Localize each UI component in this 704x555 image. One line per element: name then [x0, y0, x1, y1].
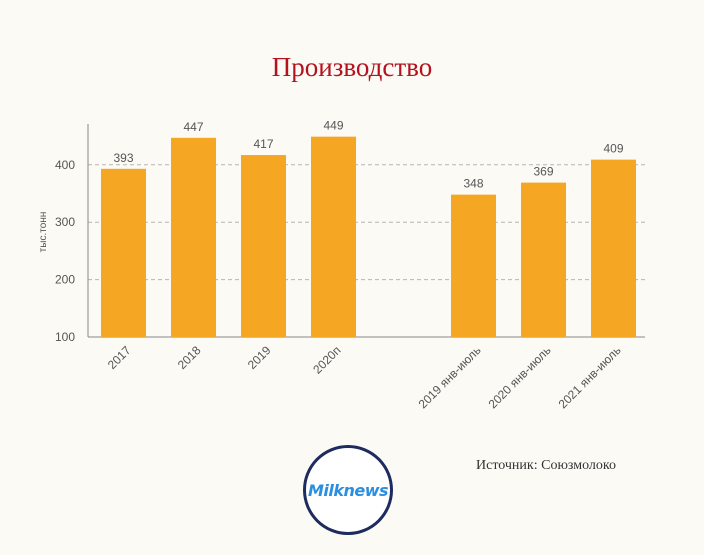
y-tick-label: 100: [55, 330, 75, 344]
x-tick-label: 2020п: [310, 343, 343, 376]
y-axis-label: тыс.тонн: [38, 212, 49, 253]
data-label: 369: [533, 165, 553, 179]
bar-0: [101, 168, 146, 337]
bar-5: [521, 182, 566, 337]
data-label: 393: [113, 151, 133, 165]
bar-4: [451, 194, 496, 337]
x-tick-label: 2019: [245, 343, 274, 372]
x-tick-label: 2019 янв-июль: [416, 343, 484, 411]
data-label: 409: [603, 142, 623, 156]
bar-1: [171, 137, 216, 337]
x-tick-label: 2018: [175, 343, 204, 372]
bar-6: [591, 159, 636, 337]
bars: [101, 136, 636, 337]
data-label: 449: [323, 119, 343, 133]
x-tick-label: 2020 янв-июль: [486, 343, 554, 411]
y-tick-label: 300: [55, 215, 75, 229]
data-label: 417: [253, 137, 273, 151]
bar-3: [311, 136, 356, 337]
x-tick-label: 2017: [105, 343, 134, 372]
x-tick-label: 2021 янв-июль: [556, 343, 624, 411]
milknews-logo: Milknews: [303, 445, 393, 535]
y-tick-label: 400: [55, 158, 75, 172]
bar-2: [241, 155, 286, 337]
y-tick-label: 200: [55, 273, 75, 287]
logo-text: Milknews: [307, 480, 389, 500]
source-note: Источник: Союзмолоко: [476, 458, 616, 473]
chart-title: Производство: [271, 52, 433, 82]
data-label: 348: [463, 177, 483, 191]
data-label: 447: [183, 120, 203, 134]
